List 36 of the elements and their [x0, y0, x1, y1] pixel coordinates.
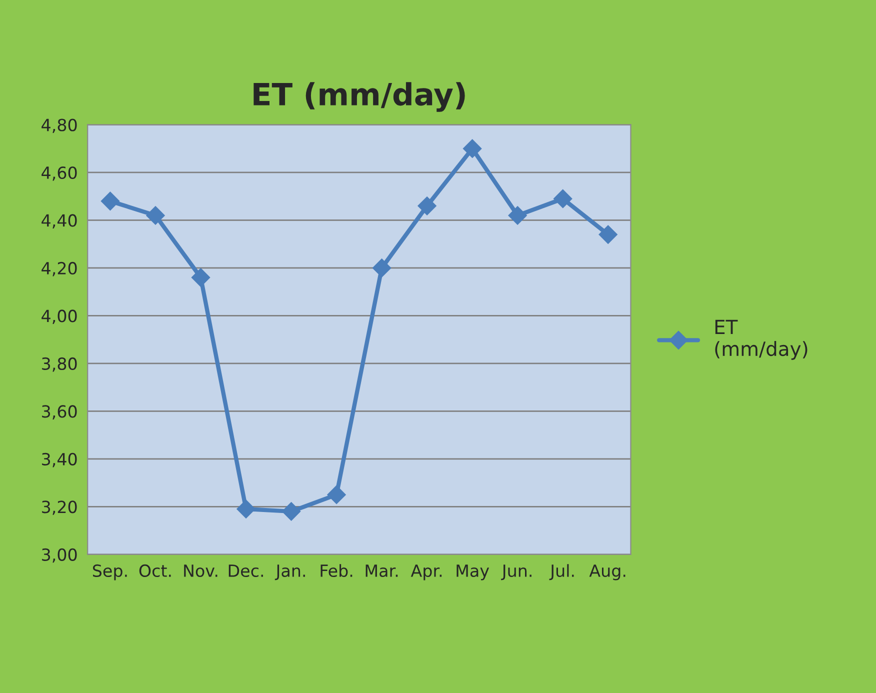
- x-tick-label: May: [456, 564, 490, 580]
- x-tick-label: Jul.: [549, 564, 574, 580]
- y-tick-label: 4,80: [42, 118, 77, 134]
- y-tick-label: 4,60: [42, 166, 77, 181]
- y-tick-label: 4,40: [42, 214, 77, 228]
- x-tick-label: Dec.: [228, 564, 263, 578]
- x-tick-label: Jun.: [501, 564, 532, 580]
- point: [282, 502, 301, 521]
- x-tick-label: Aug.: [589, 564, 626, 580]
- x-tick-label: Feb.: [320, 564, 352, 578]
- y-tick-label: 3,40: [42, 452, 77, 468]
- point: [100, 192, 120, 210]
- point: [236, 500, 256, 518]
- point: [462, 139, 482, 158]
- point: [508, 206, 527, 225]
- y-tick-label: 3,60: [42, 405, 77, 420]
- x-tick-label: Jan.: [274, 564, 305, 580]
- y-tick-label: 3,00: [42, 548, 77, 563]
- point: [372, 258, 392, 278]
- legend-label: ET (mm/day): [715, 320, 808, 360]
- x-tick-label: Apr.: [410, 564, 442, 580]
- y-tick-label: 3,20: [42, 500, 77, 515]
- point: [191, 268, 210, 287]
- y-tick-label: 4,00: [42, 310, 77, 324]
- point: [553, 189, 572, 208]
- y-tick-label: 3,80: [42, 357, 77, 372]
- chart-title: ET (mm/day): [254, 82, 465, 112]
- x-tick-label: Oct.: [139, 564, 171, 578]
- point: [418, 196, 436, 216]
- y-tick-label: 4,20: [42, 262, 77, 276]
- point: [146, 206, 165, 225]
- point: [598, 225, 618, 244]
- x-tick-label: Mar.: [366, 564, 398, 578]
- x-tick-label: Nov.: [184, 564, 218, 578]
- point: [327, 485, 346, 504]
- x-tick-label: Sep.: [92, 564, 127, 580]
